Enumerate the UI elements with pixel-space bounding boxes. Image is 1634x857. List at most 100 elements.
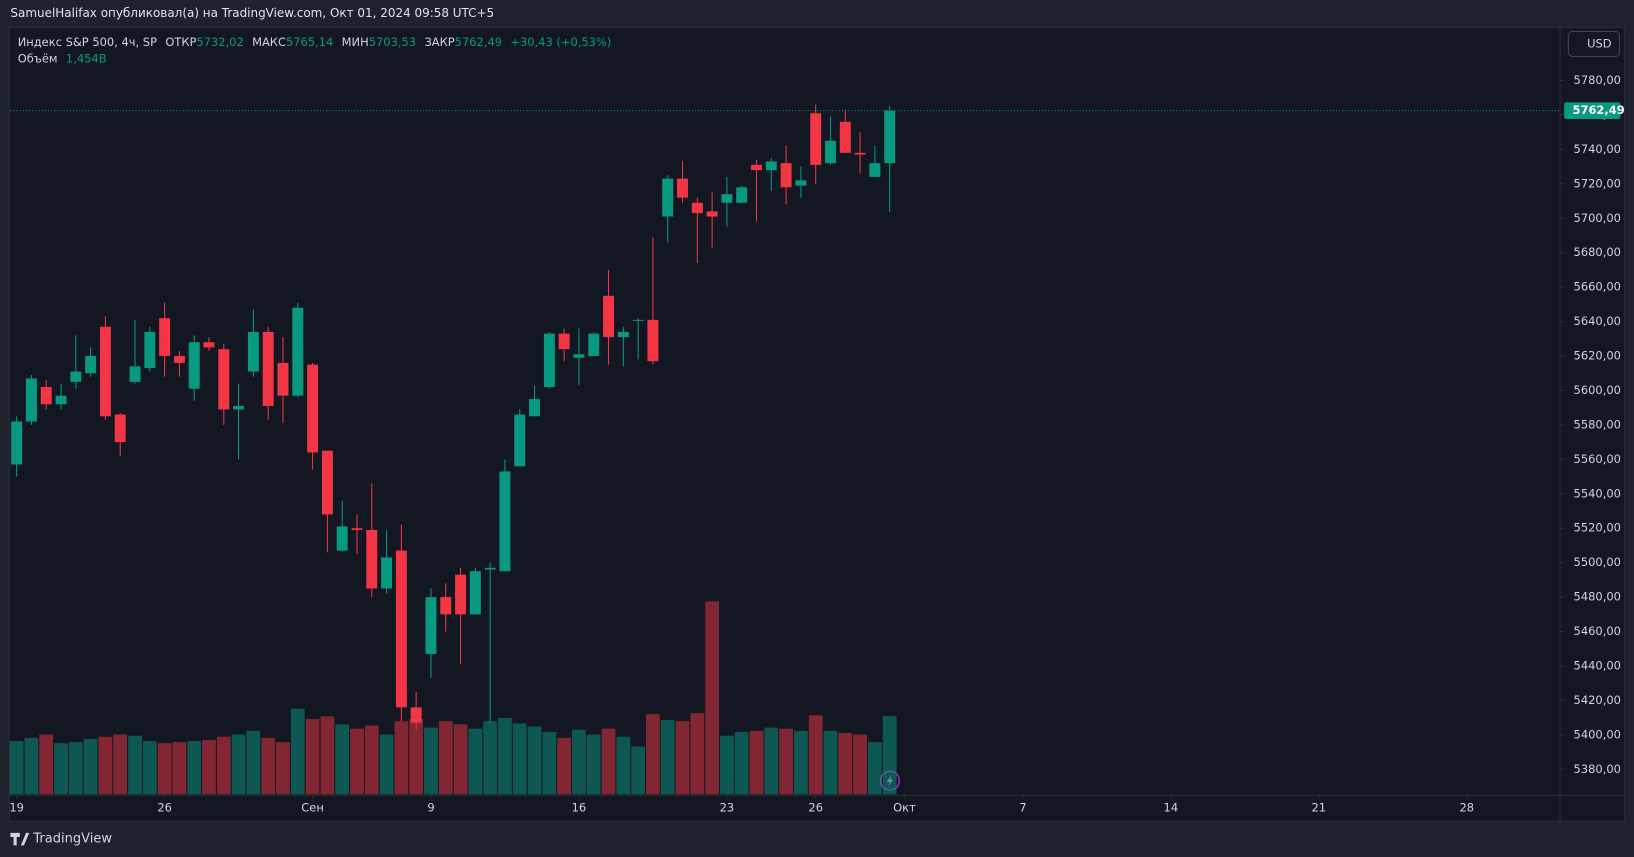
- candle-body: [144, 331, 156, 369]
- candle-body: [662, 178, 674, 217]
- volume-bar: [764, 727, 779, 795]
- volume-bar: [749, 730, 764, 795]
- candle-body: [736, 187, 748, 203]
- candle-body: [795, 180, 807, 186]
- candle-body: [203, 342, 215, 348]
- volume-bar: [498, 717, 512, 795]
- y-tick-label: 5640,00: [1574, 314, 1621, 328]
- high-label: МАКС: [252, 34, 286, 48]
- volume-bar: [660, 720, 675, 795]
- volume-bar: [68, 742, 83, 795]
- open-value: 5732,02: [196, 34, 243, 48]
- candle-body: [810, 113, 822, 165]
- candle-body: [321, 450, 333, 515]
- candle-body: [351, 528, 363, 530]
- y-tick-label: 5400,00: [1574, 727, 1621, 741]
- change: +30,43 (+0,53%): [510, 34, 611, 48]
- volume-bar: [868, 742, 882, 795]
- candle-body: [381, 557, 393, 589]
- candle-body: [721, 194, 733, 203]
- volume-bar: [483, 721, 498, 795]
- y-tick-label: 5380,00: [1574, 762, 1621, 776]
- volume-bar: [113, 734, 128, 795]
- candle-body: [484, 567, 496, 570]
- y-tick-label: 5660,00: [1574, 280, 1621, 294]
- low-label: МИН: [342, 34, 369, 48]
- candle-body: [603, 295, 615, 338]
- volume-bar: [779, 728, 793, 795]
- volume-bar: [646, 714, 660, 795]
- volume-bar: [794, 730, 808, 795]
- candle-body: [780, 163, 792, 188]
- volume-bar: [838, 732, 853, 795]
- legend-row: Индекс S&P 500, 4ч, SP ОТКР5732,02 МАКС576…: [18, 34, 612, 48]
- volume-row: Объём 1,454B: [18, 51, 107, 65]
- candle-body: [884, 110, 896, 164]
- volume-bar: [128, 735, 142, 795]
- y-tick-label: 5680,00: [1574, 245, 1621, 259]
- symbol: Индекс S&P 500, 4ч, SP: [18, 34, 157, 48]
- y-tick-label: 5460,00: [1574, 624, 1621, 638]
- volume-bar: [379, 734, 394, 795]
- candle-body: [677, 178, 688, 198]
- x-tick-label: 7: [1019, 800, 1026, 814]
- volume-bar: [882, 716, 897, 795]
- volume-bar: [39, 734, 54, 795]
- last-price-label: 5762,49: [1573, 103, 1625, 117]
- volume-bar: [320, 716, 335, 795]
- x-tick-label: 9: [427, 800, 434, 814]
- volume-bar: [808, 715, 823, 795]
- volume-bar: [720, 735, 734, 795]
- candle-body: [218, 349, 230, 410]
- last-price-tag: [1564, 102, 1621, 120]
- volume-bar: [453, 724, 468, 795]
- volume-bar: [734, 731, 749, 795]
- volume-bar: [364, 725, 379, 795]
- volume-bar: [616, 736, 631, 795]
- candle-body: [514, 414, 526, 467]
- y-tick-label: 5580,00: [1574, 417, 1621, 431]
- candle-body: [410, 707, 422, 723]
- candle-body: [573, 354, 585, 358]
- candle-body: [751, 164, 762, 171]
- candle-body: [529, 399, 541, 417]
- candle-body: [765, 161, 777, 171]
- y-tick-label: 5440,00: [1574, 658, 1621, 672]
- candle-body: [55, 395, 67, 405]
- y-tick-label: 5520,00: [1574, 521, 1621, 535]
- volume-bar: [54, 743, 68, 795]
- candle-body: [632, 319, 644, 321]
- volume-bar: [468, 728, 483, 795]
- low-value: 5703,53: [369, 34, 416, 48]
- candle-body: [262, 331, 274, 406]
- candle-body: [277, 362, 289, 396]
- volume-bar: [586, 734, 601, 795]
- currency[interactable]: USD: [1587, 36, 1612, 50]
- y-tick-label: 5560,00: [1574, 452, 1621, 466]
- volume-bar: [572, 729, 586, 795]
- volume-value: 1,454B: [66, 51, 107, 65]
- volume-bar: [335, 724, 350, 795]
- candle-body: [11, 421, 23, 465]
- candle-body: [159, 318, 171, 357]
- volume-bar: [157, 743, 172, 795]
- y-tick-label: 5720,00: [1574, 176, 1621, 190]
- candle-body: [99, 326, 111, 417]
- volume-bar: [276, 742, 290, 795]
- volume-bar: [9, 741, 24, 795]
- volume-bar: [231, 734, 246, 795]
- candle-body: [233, 405, 245, 410]
- volume-bar: [142, 741, 157, 795]
- x-tick-label: Сен: [301, 800, 324, 814]
- y-tick-label: 5700,00: [1574, 211, 1621, 225]
- volume-bar: [98, 736, 113, 795]
- candle-body: [366, 529, 378, 589]
- candle-body: [455, 574, 467, 615]
- volume-bar: [202, 739, 216, 795]
- x-tick-label: 14: [1164, 800, 1179, 814]
- y-tick-label: 5620,00: [1574, 349, 1621, 363]
- candle-body: [336, 526, 348, 551]
- x-tick-label: 26: [808, 800, 823, 814]
- candle-body: [70, 371, 82, 382]
- currency-button[interactable]: [1567, 30, 1620, 57]
